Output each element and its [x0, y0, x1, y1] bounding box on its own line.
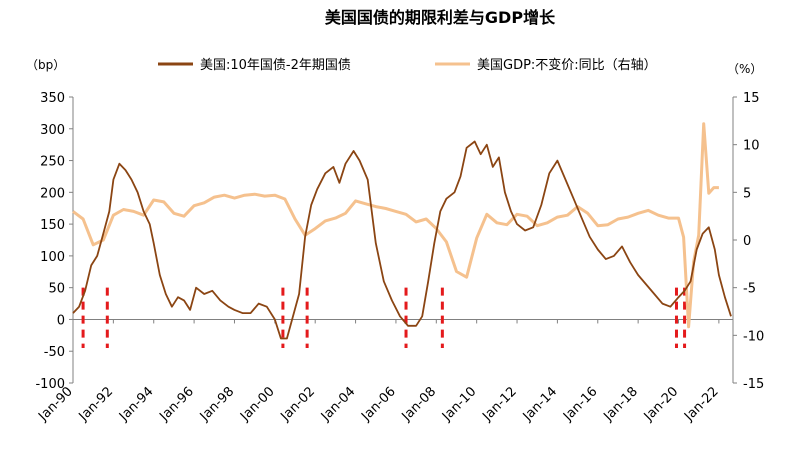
right-tick-label: 0: [743, 234, 751, 249]
right-tick-label: 15: [743, 91, 760, 106]
left-tick-label: 350: [40, 91, 65, 106]
x-tick-label: Jan-00: [237, 384, 278, 425]
right-tick-label: 5: [743, 186, 751, 201]
legend-label-gdp: 美国GDP:不变价:同比（右轴）: [477, 57, 657, 73]
x-tick-label: Jan-98: [197, 384, 238, 425]
tick-labels: 350300250200150100500-50-100151050-5-10-…: [35, 91, 764, 425]
left-tick-label: 200: [40, 186, 65, 201]
spread-series-line: [72, 140, 732, 340]
axes: [69, 96, 737, 384]
x-tick-label: Jan-18: [600, 384, 641, 425]
x-tick-label: Jan-04: [318, 384, 359, 425]
left-tick-label: 100: [40, 250, 65, 265]
left-tick-label: -50: [44, 345, 65, 360]
right-tick-label: 10: [743, 139, 760, 154]
left-tick-label: 50: [48, 282, 65, 297]
x-tick-label: Jan-96: [156, 384, 197, 425]
x-tick-label: Jan-10: [439, 384, 480, 425]
x-tick-label: Jan-20: [641, 384, 682, 425]
legend: 美国:10年国债-2年期国债 美国GDP:不变价:同比（右轴）: [158, 57, 657, 73]
right-tick-label: -10: [743, 329, 764, 344]
left-tick-label: 150: [40, 218, 65, 233]
right-axis-unit: （%）: [727, 62, 762, 76]
x-tick-label: Jan-22: [681, 384, 722, 425]
x-tick-label: Jan-92: [76, 384, 117, 425]
left-tick-label: 0: [57, 313, 65, 328]
series-lines: [72, 122, 732, 340]
left-axis-unit: （bp）: [26, 58, 65, 72]
x-tick-label: Jan-16: [560, 384, 601, 425]
x-tick-label: Jan-14: [520, 384, 561, 425]
left-tick-label: 250: [40, 155, 65, 170]
gdp-series-line: [72, 122, 719, 329]
x-tick-label: Jan-08: [399, 384, 440, 425]
legend-label-spread: 美国:10年国债-2年期国债: [200, 58, 351, 73]
chart-title: 美国国债的期限利差与GDP增长: [325, 8, 556, 27]
x-tick-label: Jan-02: [278, 384, 319, 425]
recession-markers: [81, 287, 687, 349]
left-tick-label: 300: [40, 123, 65, 138]
x-tick-label: Jan-94: [116, 384, 157, 425]
left-tick-label: -100: [35, 377, 65, 392]
right-tick-label: -5: [743, 282, 756, 297]
right-tick-label: -15: [743, 377, 764, 392]
x-tick-label: Jan-12: [479, 384, 520, 425]
x-tick-label: Jan-06: [358, 384, 399, 425]
